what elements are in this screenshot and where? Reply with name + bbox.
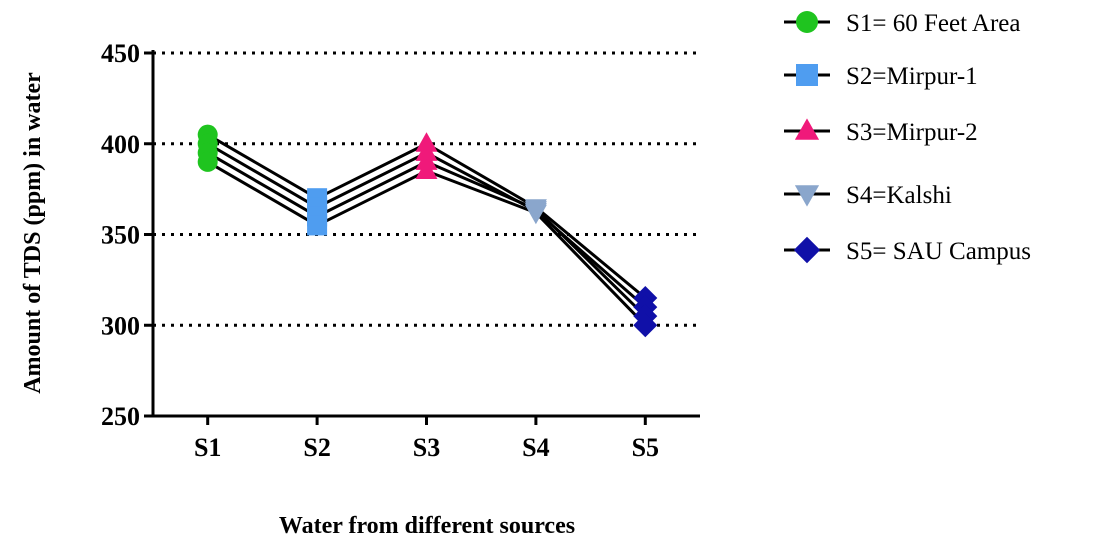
legend-marker xyxy=(796,11,818,33)
gridlines xyxy=(153,51,700,327)
data-point xyxy=(307,215,328,236)
legend-label: S5= SAU Campus xyxy=(846,238,1031,265)
legend-marker xyxy=(794,118,820,140)
y-axis-title: Amount of TDS (ppm) in water xyxy=(20,72,46,394)
legend-marker xyxy=(794,185,820,207)
legend-item: S4=Kalshi xyxy=(784,182,952,209)
legend-item: S5= SAU Campus xyxy=(784,236,1031,265)
legend-label: S1= 60 Feet Area xyxy=(846,10,1021,37)
legend: S1= 60 Feet Area S2=Mirpur-1 S3=Mirpur-2 S4… xyxy=(784,10,1031,265)
y-tick-label: 350 xyxy=(101,221,140,250)
x-axis-title: Water from different sources xyxy=(279,513,575,539)
data-point xyxy=(633,313,658,338)
y-tick-label: 450 xyxy=(101,39,140,68)
legend-marker xyxy=(793,236,821,264)
y-tick-label: 300 xyxy=(101,311,140,340)
data-point xyxy=(524,204,547,225)
legend-item: S2=Mirpur-1 xyxy=(784,63,978,90)
legend-label: S4=Kalshi xyxy=(846,182,952,209)
data-point xyxy=(197,151,218,172)
legend-label: S2=Mirpur-1 xyxy=(846,63,978,90)
x-tick-label: S2 xyxy=(303,433,330,462)
legend-marker xyxy=(796,64,818,86)
y-tick-label: 250 xyxy=(101,402,140,431)
x-tick-label: S3 xyxy=(413,433,440,462)
x-ticks: S1 S2 S3 S4 S5 xyxy=(194,416,659,462)
y-ticks: 250 300 350 400 450 xyxy=(101,39,153,431)
legend-item: S1= 60 Feet Area xyxy=(784,10,1021,37)
y-tick-label: 400 xyxy=(101,130,140,159)
x-tick-label: S1 xyxy=(194,433,221,462)
data-point xyxy=(415,159,438,179)
series-markers xyxy=(197,124,658,338)
legend-item: S3=Mirpur-2 xyxy=(784,118,978,146)
x-tick-label: S5 xyxy=(632,433,659,462)
legend-label: S3=Mirpur-2 xyxy=(846,119,978,146)
x-tick-label: S4 xyxy=(522,433,549,462)
